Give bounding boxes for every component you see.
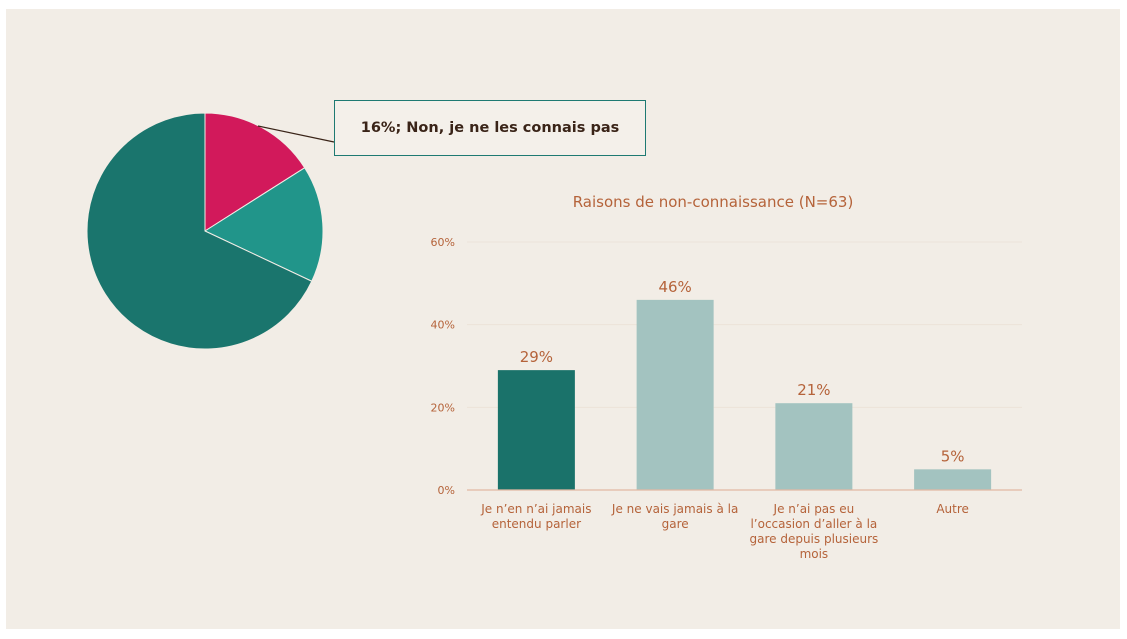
y-tick-label: 20% — [431, 401, 455, 414]
x-category-label: Je ne vais jamais à la gare — [611, 502, 739, 531]
bar-2 — [775, 403, 853, 490]
bar-value-label: 29% — [520, 348, 553, 366]
x-category-label: Je n’ai pas eu l’occasion d’aller à la gar… — [749, 502, 879, 561]
bar-1 — [636, 299, 714, 490]
pie-slice-1 — [203, 167, 324, 282]
bar-value-label: 5% — [941, 447, 965, 465]
bar-value-label: 46% — [658, 278, 691, 296]
bar-3 — [914, 469, 992, 490]
x-category-label: Je n’en n’ai jamais entendu parler — [481, 502, 592, 531]
y-tick-label: 40% — [431, 319, 455, 332]
pie-slice-0 — [204, 112, 306, 232]
pie-chart — [86, 112, 324, 350]
pie-callout-label: 16%; Non, je ne les connais pas — [334, 100, 646, 156]
x-category-label: Autre — [936, 502, 969, 516]
bar-value-labels: 29% 46% 21% 5% — [520, 278, 965, 465]
bar-chart-bars — [497, 299, 992, 490]
y-axis-ticks: 0% 20% 40% 60% — [431, 236, 455, 497]
callout-leader-line — [257, 125, 335, 143]
bar-chart-title: Raisons de non-connaissance (N=63) — [573, 193, 854, 211]
pie-slice-2 — [86, 112, 313, 350]
y-tick-label: 60% — [431, 236, 455, 249]
bar-0 — [497, 370, 575, 490]
y-tick-label: 0% — [438, 484, 455, 497]
bar-value-label: 21% — [797, 381, 830, 399]
